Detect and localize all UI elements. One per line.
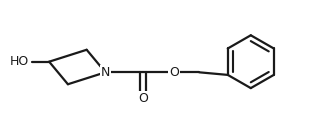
Text: HO: HO: [10, 55, 29, 68]
Text: O: O: [138, 92, 148, 105]
Text: O: O: [169, 66, 179, 79]
Text: N: N: [101, 66, 110, 79]
